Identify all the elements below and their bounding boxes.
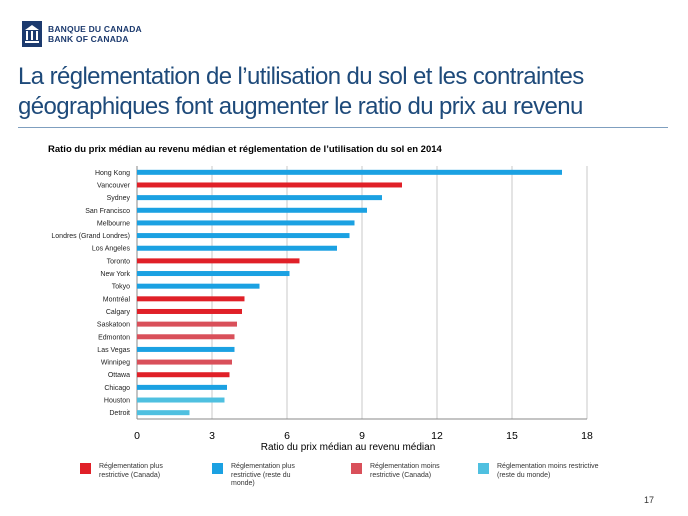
x-tick-label: 18 (581, 430, 593, 442)
category-label: Hong Kong (95, 170, 130, 177)
bar (137, 384, 227, 390)
category-label: Las Vegas (97, 347, 130, 354)
category-label: Ottawa (108, 372, 130, 379)
bar (137, 372, 230, 378)
bar (137, 182, 402, 188)
category-label: Sydney (107, 195, 131, 202)
logo-text: BANQUE DU CANADA BANK OF CANADA (48, 24, 142, 44)
legend-label: Réglementation moins restrictive (Canada… (370, 463, 440, 479)
category-label: Edmonton (98, 334, 130, 341)
x-tick-labels: 0 3 6 9 12 15 18 (134, 430, 593, 442)
category-label: San Francisco (85, 208, 130, 215)
x-tick-label: 12 (431, 430, 443, 442)
logo-line-fr: BANQUE DU CANADA (48, 24, 142, 34)
category-label: Toronto (107, 258, 130, 265)
x-tick-label: 0 (134, 430, 140, 442)
bar (137, 296, 245, 302)
category-label: Montréal (103, 296, 131, 303)
category-label: Melbourne (97, 220, 130, 227)
category-label: Tokyo (112, 284, 130, 291)
x-tick-label: 3 (209, 430, 215, 442)
bank-logo: BANQUE DU CANADA BANK OF CANADA (22, 16, 152, 52)
bar (137, 346, 235, 352)
bar (137, 169, 562, 175)
bar (137, 397, 225, 403)
chart-bars (137, 169, 562, 416)
legend-swatch (212, 463, 223, 474)
bar (137, 245, 337, 251)
legend-item: Réglementation moins restrictive (reste … (478, 463, 608, 480)
category-label: Los Angeles (92, 246, 131, 253)
x-tick-label: 9 (359, 430, 365, 442)
bar (137, 283, 260, 289)
bar (137, 220, 355, 226)
logo-line-en: BANK OF CANADA (48, 34, 129, 44)
bar (137, 233, 350, 239)
legend-item: Réglementation moins restrictive (Canada… (351, 463, 461, 480)
category-label: Winnipeg (101, 360, 130, 367)
title-divider (18, 127, 668, 128)
bar (137, 410, 190, 416)
page-number: 17 (643, 495, 654, 505)
legend-label: Réglementation plus restrictive (reste d… (231, 463, 295, 487)
legend-swatch (351, 463, 362, 474)
category-labels: Hong Kong Vancouver Sydney San Francisco Mel… (51, 170, 130, 417)
bar (137, 359, 232, 365)
bank-building-icon (22, 21, 42, 47)
x-tick-label: 6 (284, 430, 290, 442)
category-label: Calgary (106, 309, 131, 316)
bar (137, 271, 290, 277)
x-axis-label: Ratio du prix médian au revenu médian (261, 442, 436, 453)
legend-swatch (80, 463, 91, 474)
legend-swatch (478, 463, 489, 474)
category-label: Detroit (109, 410, 130, 417)
legend-item: Réglementation plus restrictive (reste d… (212, 463, 312, 489)
chart-title: Ratio du prix médian au revenu médian et… (48, 144, 443, 155)
chart-grid (136, 166, 588, 420)
category-label: Londres (Grand Londres) (51, 233, 130, 240)
category-label: Vancouver (97, 182, 131, 189)
bar (137, 308, 242, 314)
bar (137, 195, 382, 201)
category-label: Houston (104, 398, 130, 405)
x-tick-label: 15 (506, 430, 518, 442)
legend-label: Réglementation plus restrictive (Canada) (99, 463, 163, 479)
category-label: Saskatoon (97, 322, 130, 329)
legend-label: Réglementation moins restrictive (reste … (497, 463, 599, 479)
legend-item: Réglementation plus restrictive (Canada) (80, 463, 180, 480)
bar (137, 321, 237, 327)
category-label: New York (100, 271, 130, 278)
slide-title: La réglementation de l’utilisation du so… (18, 63, 584, 120)
bar (137, 258, 300, 264)
bar (137, 207, 367, 213)
bar (137, 334, 235, 340)
category-label: Chicago (104, 385, 130, 392)
